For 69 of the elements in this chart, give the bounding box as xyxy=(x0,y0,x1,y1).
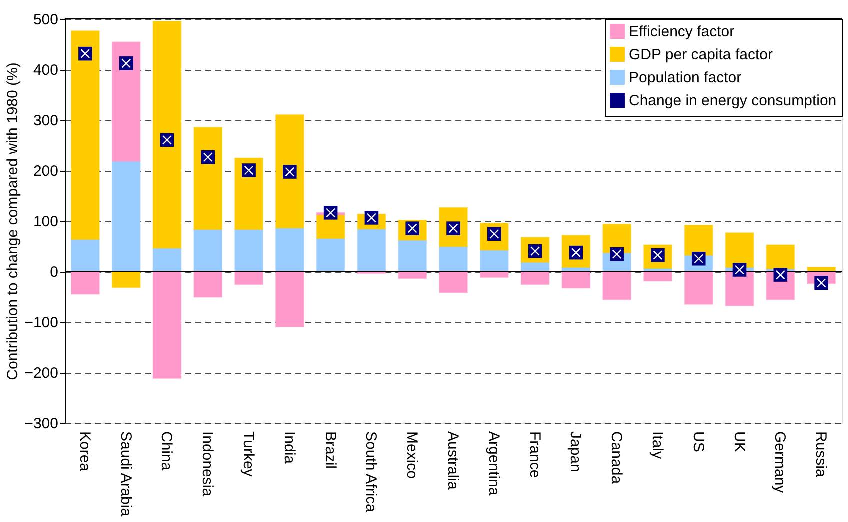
bar xyxy=(112,160,141,272)
x-tick-label: Saudi Arabia xyxy=(117,432,134,518)
bar xyxy=(276,114,304,229)
bar xyxy=(644,271,672,282)
bar xyxy=(766,244,796,270)
x-tick-label: Australia xyxy=(444,432,462,491)
bar xyxy=(439,246,468,272)
y-tick-label: −300 xyxy=(24,416,58,432)
bar xyxy=(562,271,591,289)
bar xyxy=(234,271,264,286)
y-tick-label: 100 xyxy=(33,214,58,230)
x-tick-label: Italy xyxy=(648,432,666,460)
bar xyxy=(234,229,264,272)
x-tick-label: South Africa xyxy=(362,432,380,514)
legend-label: GDP per capita factor xyxy=(629,46,773,64)
x-tick-label: Brazil xyxy=(322,432,339,470)
y-tick-label: 300 xyxy=(33,112,58,130)
x-tick-label: France xyxy=(526,432,544,478)
point xyxy=(201,150,216,164)
x-tick-label: India xyxy=(280,432,298,465)
bar xyxy=(71,271,100,295)
x-tick-label: Japan xyxy=(567,432,584,472)
bar xyxy=(152,248,182,272)
legend-label: Efficiency factor xyxy=(629,24,735,40)
bar xyxy=(112,271,141,288)
bar xyxy=(71,30,100,240)
x-tick-label: Germany xyxy=(772,432,789,494)
bar xyxy=(439,271,468,294)
bar xyxy=(71,239,100,272)
x-tick-label: Indonesia xyxy=(199,432,216,498)
bar xyxy=(112,42,141,162)
bar xyxy=(357,228,386,272)
bar xyxy=(520,271,550,286)
y-tick-label: −200 xyxy=(24,365,58,382)
bar xyxy=(316,238,346,272)
legend-label: Population factor xyxy=(629,70,742,86)
bar xyxy=(725,232,754,268)
bar xyxy=(602,224,632,254)
bar xyxy=(398,240,428,272)
y-tick-label: 400 xyxy=(33,62,58,79)
bar xyxy=(684,271,714,305)
x-tick-label: Turkey xyxy=(240,432,258,478)
legend-label: Change in energy consumption xyxy=(629,92,837,110)
bar xyxy=(194,127,223,230)
x-tick-label: US xyxy=(690,432,707,452)
x-tick-label: Mexico xyxy=(404,432,421,480)
bar xyxy=(194,271,223,298)
x-tick-label: Argentina xyxy=(485,432,502,496)
y-tick-label: −100 xyxy=(24,314,58,332)
bar xyxy=(276,271,304,328)
bar xyxy=(602,271,632,300)
y-tick-label: 0 xyxy=(50,264,58,281)
x-tick-label: Canada xyxy=(608,432,626,485)
bar xyxy=(152,21,182,249)
bar xyxy=(725,271,754,306)
y-tick-label: 200 xyxy=(33,163,58,180)
bar xyxy=(684,225,714,256)
x-tick-label: China xyxy=(158,432,176,472)
y-tick-label: 500 xyxy=(33,12,58,28)
x-tick-label: Korea xyxy=(76,432,94,472)
bar xyxy=(234,158,264,230)
y-axis-title: Contribution to change compared with 1980 (%) xyxy=(4,62,22,380)
point xyxy=(814,276,828,290)
bar xyxy=(194,229,223,272)
bar xyxy=(480,250,509,272)
x-tick-label: Russia xyxy=(812,432,830,478)
bar xyxy=(152,271,182,380)
bar xyxy=(276,228,304,272)
x-tick-label: UK xyxy=(730,432,748,452)
